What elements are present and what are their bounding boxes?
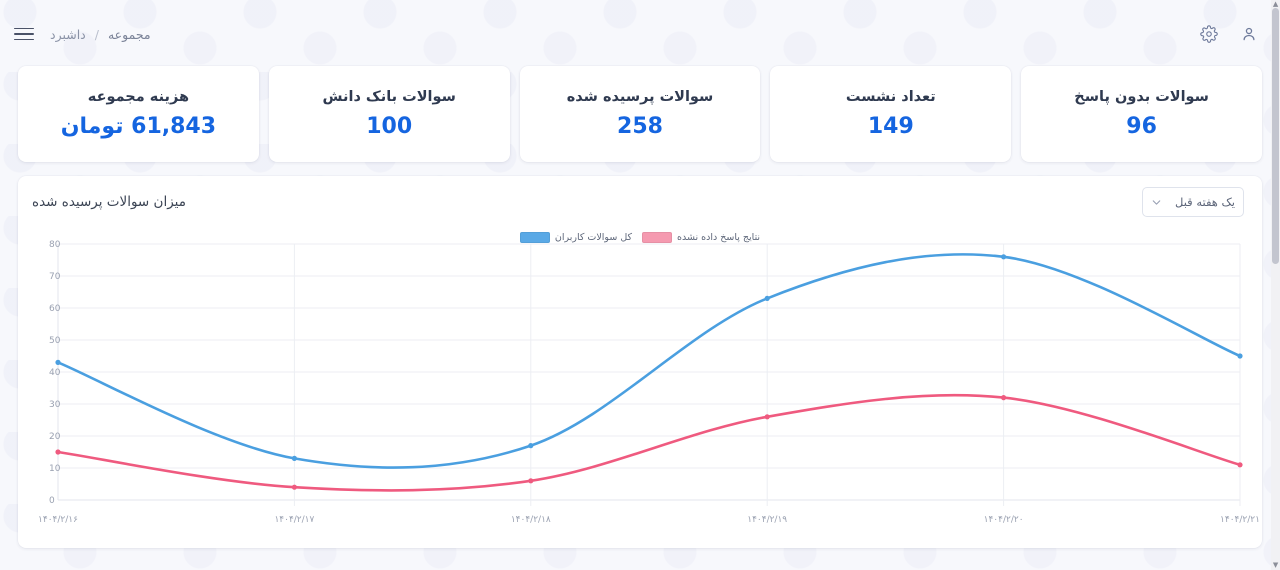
breadcrumb-item-current[interactable]: داشبرد [50,26,86,42]
stat-card-title: سوالات بانک دانش [322,89,456,105]
chart-gridlines [57,243,1240,501]
svg-text:۱۴۰۴/۲/۲۰: ۱۴۰۴/۲/۲۰ [984,515,1024,525]
hamburger-bar [14,33,34,35]
svg-text:50: 50 [49,336,61,346]
stat-card-value: 100 [366,114,413,139]
stat-card-title: سوالات پرسیده شده [566,89,714,105]
legend-item-unanswered[interactable]: نتایج پاسخ داده نشده [642,232,760,243]
stat-card-title: تعداد نشست [845,89,936,105]
legend-swatch-pink [642,232,673,243]
svg-text:۱۴۰۴/۲/۲۱: ۱۴۰۴/۲/۲۱ [1220,515,1260,525]
chart-legend: کل سوالات کاربران نتایج پاسخ داده نشده [18,232,1262,243]
time-range-select[interactable]: یک هفته قبل [1142,187,1244,217]
time-range-select-value: یک هفته قبل [1175,195,1235,209]
hamburger-bar [14,27,34,30]
page-scrollbar[interactable]: ▲ ▼ [1271,0,1280,570]
user-icon [1243,27,1255,41]
hamburger-menu-icon[interactable] [8,21,34,47]
svg-text:۱۴۰۴/۲/۱۸: ۱۴۰۴/۲/۱۸ [511,515,551,525]
chart-vertical-gridlines [293,244,1241,506]
stat-card-session-count[interactable]: تعداد نشست 149 [770,66,1012,162]
chart-series-lines [56,253,1242,492]
legend-label: کل سوالات کاربران [554,232,633,243]
stat-card-title: هزینه مجموعه [87,89,190,105]
chart-data-points [55,254,1243,490]
chart-title: میزان سوالات پرسیده شده [32,194,186,210]
hamburger-bar [14,38,34,41]
chart-x-axis-labels: ۱۴۰۴/۲/۱۶ ۱۴۰۴/۲/۱۷ ۱۴۰۴/۲/۱۸ ۱۴۰۴/۲/۱۹ ۱۴۰۴… [38,515,1260,525]
svg-text:0: 0 [49,496,55,506]
scroll-up-arrow-icon[interactable]: ▲ [1272,0,1279,8]
settings-icon-button[interactable] [1192,17,1226,51]
svg-text:70: 70 [49,272,61,282]
scrollbar-thumb[interactable] [1272,8,1279,264]
gear-icon [1200,25,1218,43]
legend-item-users-questions[interactable]: کل سوالات کاربران [519,232,633,243]
breadcrumb-item-parent[interactable]: مجموعه [107,26,151,42]
chart-panel-header: یک هفته قبل میزان سوالات پرسیده شده [18,176,1262,228]
svg-text:60: 60 [49,304,61,314]
stat-card-total-cost[interactable]: هزینه مجموعه 61,843 تومان [18,66,259,162]
legend-swatch-blue [519,232,550,243]
topbar-left-actions [1192,17,1266,51]
chart-area: کل سوالات کاربران نتایج پاسخ داده نشده 0… [18,228,1262,546]
user-icon-button[interactable] [1232,17,1266,51]
topbar-right-nav: مجموعه / داشبرد [8,21,151,47]
chart-y-axis-labels: 0 10 20 30 40 50 60 70 80 [49,240,61,506]
stat-card-title: سوالات بدون پاسخ [1074,89,1209,105]
svg-text:10: 10 [49,464,61,474]
svg-text:30: 30 [49,400,61,410]
svg-text:۱۴۰۴/۲/۱۹: ۱۴۰۴/۲/۱۹ [747,515,787,525]
svg-text:80: 80 [49,240,61,250]
chart-panel: یک هفته قبل میزان سوالات پرسیده شده کل س… [18,176,1262,548]
top-bar: مجموعه / داشبرد [0,0,1280,68]
stat-card-value: 61,843 تومان [60,114,217,139]
breadcrumb: مجموعه / داشبرد [50,27,151,42]
stat-card-value: 258 [617,114,663,139]
stat-card-asked-questions[interactable]: سوالات پرسیده شده 258 [519,66,761,162]
svg-text:40: 40 [49,368,61,378]
stat-card-value: 96 [1126,114,1157,139]
stat-card-row: هزینه مجموعه 61,843 تومان سوالات بانک دا… [0,66,1280,162]
svg-text:20: 20 [49,432,61,442]
legend-label: نتایج پاسخ داده نشده [677,232,761,243]
breadcrumb-separator: / [94,26,99,42]
svg-text:۱۴۰۴/۲/۱۷: ۱۴۰۴/۲/۱۷ [274,515,314,525]
stat-card-knowledge-bank-questions[interactable]: سوالات بانک دانش 100 [268,66,510,162]
stat-card-value: 149 [867,114,914,139]
chevron-down-icon [1150,196,1163,209]
svg-text:۱۴۰۴/۲/۱۶: ۱۴۰۴/۲/۱۶ [38,515,78,525]
stat-card-unanswered-questions[interactable]: سوالات بدون پاسخ 96 [1021,66,1262,162]
scroll-down-arrow-icon[interactable]: ▼ [1272,561,1279,569]
